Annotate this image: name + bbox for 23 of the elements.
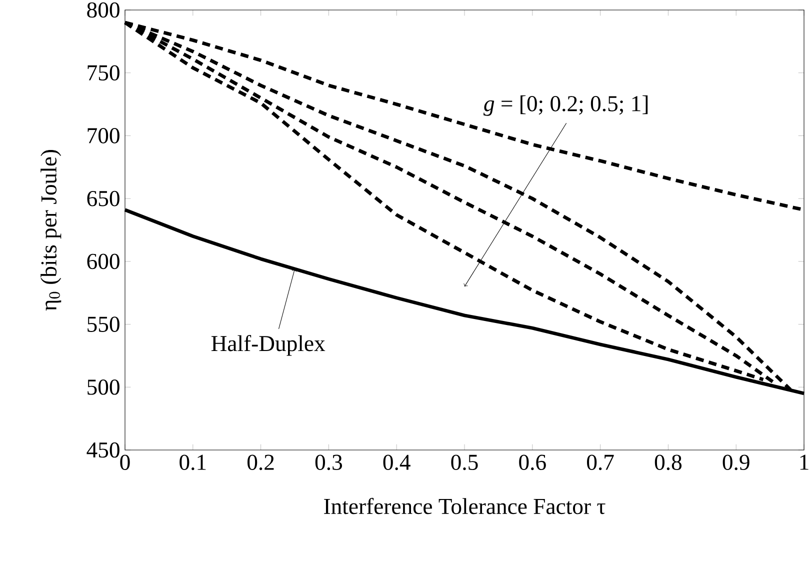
y-tick-label: 450 xyxy=(86,442,120,458)
y-tick-label: 650 xyxy=(87,190,120,206)
x-tick-label: 0.4 xyxy=(383,454,410,470)
x-tick-label: 0.5 xyxy=(451,454,478,470)
x-tick-label: 0.8 xyxy=(654,454,682,470)
x-tick-label: 0.2 xyxy=(247,454,274,470)
y-tick-label: 800 xyxy=(87,2,120,18)
y-tick-label: 700 xyxy=(88,128,120,144)
x-tick-label: 1 xyxy=(800,454,808,470)
x-axis-title: Interference Tolerance Factor τ xyxy=(324,498,606,514)
x-tick-label: 0.7 xyxy=(587,454,614,470)
y-tick-label: 600 xyxy=(87,254,120,270)
y-tick-label: 500 xyxy=(88,379,120,395)
y-tick-label: 750 xyxy=(88,65,120,81)
annotation: Half-Duplex xyxy=(211,335,326,356)
x-tick-label: 0.3 xyxy=(315,454,342,470)
x-tick-label: 0.6 xyxy=(519,454,546,470)
y-tick-label: 550 xyxy=(88,316,120,332)
annotation: g = [0; 0.2; 0.5; 1] xyxy=(483,95,648,116)
x-tick-label: 0.9 xyxy=(722,454,750,470)
x-tick-label: 0.1 xyxy=(180,454,206,470)
x-tick-label: 0 xyxy=(120,454,130,470)
y-axis-title: η$_{0}$ (bits per Joule) xyxy=(40,150,62,311)
